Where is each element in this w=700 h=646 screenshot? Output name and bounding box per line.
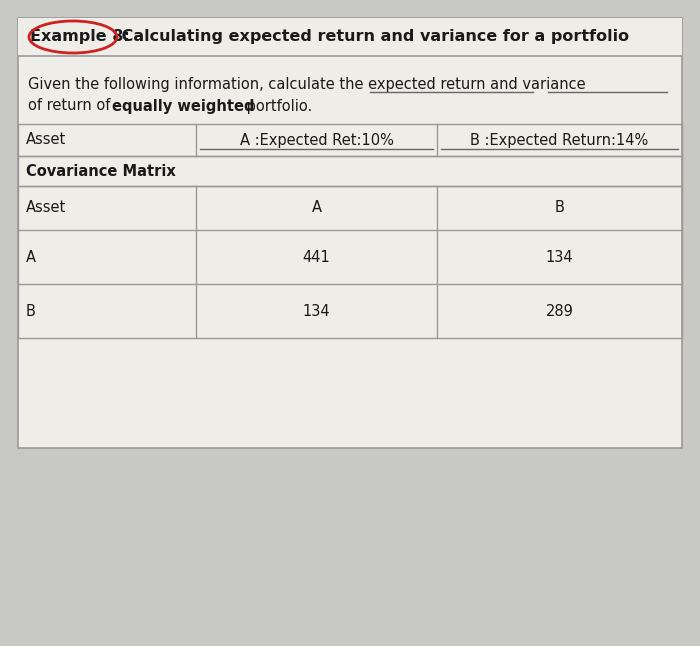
Text: A: A [312, 200, 321, 216]
Text: equally weighted: equally weighted [112, 98, 255, 114]
Text: 289: 289 [545, 304, 573, 318]
Bar [18, 18, 682, 56]
Text: Given the following information, calculate the expected return and variance: Given the following information, calcula… [28, 76, 586, 92]
Text: portfolio.: portfolio. [242, 98, 312, 114]
Text: A :Expected Ret:10%: A :Expected Ret:10% [239, 132, 393, 147]
Bar [18, 186, 682, 338]
Text: Calculating expected return and variance for a portfolio: Calculating expected return and variance… [116, 30, 629, 45]
Text: A: A [26, 249, 36, 264]
Text: Asset: Asset [26, 132, 66, 147]
Bar [18, 156, 682, 186]
Text: 134: 134 [546, 249, 573, 264]
Bar [18, 124, 682, 156]
Text: B :Expected Return:14%: B :Expected Return:14% [470, 132, 649, 147]
Text: 134: 134 [302, 304, 330, 318]
Text: Example 8:: Example 8: [30, 30, 130, 45]
Text: B: B [26, 304, 36, 318]
Text: Covariance Matrix: Covariance Matrix [26, 163, 176, 178]
Text: B: B [554, 200, 564, 216]
Text: Asset: Asset [26, 200, 66, 216]
Text: 441: 441 [302, 249, 330, 264]
Bar [18, 18, 682, 448]
Text: of return of: of return of [28, 98, 115, 114]
